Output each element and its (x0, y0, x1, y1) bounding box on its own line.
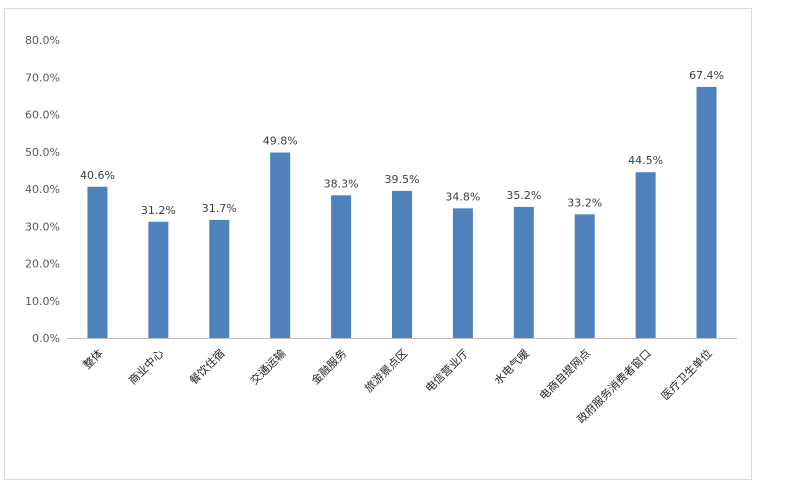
category-label: 旅游景点区 (361, 346, 410, 395)
data-label: 67.4% (689, 69, 724, 82)
bar (148, 221, 169, 338)
y-tick-label: 30.0% (25, 220, 60, 233)
data-label: 34.8% (445, 190, 480, 203)
data-label: 31.2% (141, 204, 176, 217)
bar (452, 208, 473, 338)
data-label: 31.7% (202, 202, 237, 215)
bar (392, 190, 412, 338)
y-tick-label: 20.0% (25, 258, 60, 271)
category-label: 商业中心 (125, 346, 166, 387)
data-label: 44.5% (628, 154, 663, 167)
category-label: 金融服务 (308, 346, 349, 387)
category-label: 餐饮住宿 (186, 346, 227, 387)
y-tick-label: 70.0% (25, 71, 60, 84)
category-label: 整体 (80, 346, 105, 371)
y-tick-label: 40.0% (25, 183, 60, 196)
data-label: 38.3% (324, 177, 359, 190)
data-label: 39.5% (385, 173, 420, 186)
chart-frame (4, 8, 752, 480)
bar (696, 86, 717, 338)
y-tick-label: 80.0% (25, 34, 60, 47)
y-tick-label: 0.0% (32, 332, 60, 345)
bar (209, 219, 230, 338)
bar (574, 214, 595, 338)
y-tick-label: 10.0% (25, 295, 60, 308)
bar (331, 195, 352, 338)
category-label: 电商自提网点 (536, 346, 593, 403)
bar (87, 186, 108, 338)
bar (635, 172, 656, 338)
bar (513, 206, 534, 338)
data-label: 35.2% (506, 189, 541, 202)
bar (270, 152, 291, 338)
data-label: 33.2% (567, 196, 602, 209)
category-label: 医疗卫生单位 (658, 346, 715, 403)
data-label: 49.8% (263, 134, 298, 147)
category-label: 电信营业厅 (422, 346, 471, 395)
category-label: 水电气暖 (491, 346, 532, 387)
y-tick-label: 60.0% (25, 109, 60, 122)
category-label: 交通运输 (247, 346, 288, 387)
data-label: 40.6% (80, 169, 115, 182)
y-tick-label: 50.0% (25, 146, 60, 159)
